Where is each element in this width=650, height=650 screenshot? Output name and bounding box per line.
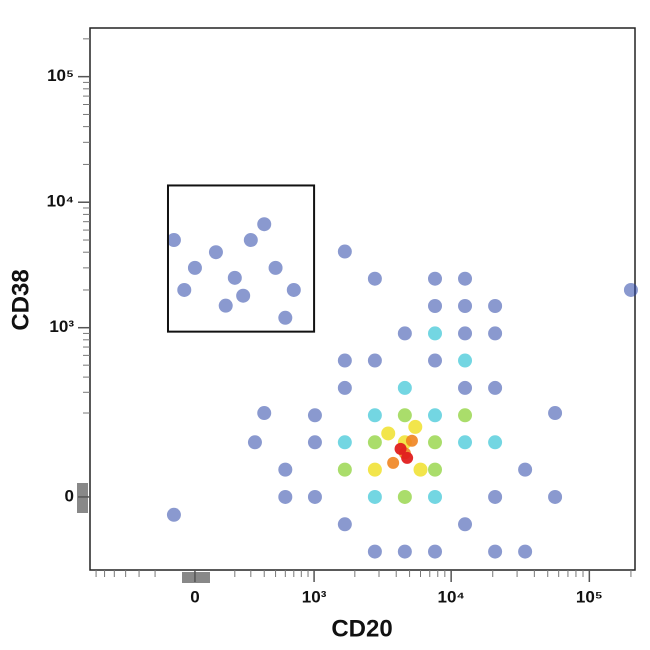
data-point — [247, 435, 262, 450]
data-point — [286, 282, 301, 297]
data-point — [208, 245, 223, 260]
data-point — [227, 270, 242, 285]
data-point — [458, 408, 473, 423]
data-point — [397, 408, 412, 423]
data-point — [428, 353, 443, 368]
data-point — [488, 544, 503, 559]
data-point — [548, 489, 563, 504]
data-point — [278, 310, 293, 325]
data-point — [278, 462, 293, 477]
data-point — [401, 451, 414, 464]
data-point — [337, 244, 352, 259]
data-point — [187, 260, 202, 275]
data-point — [367, 353, 382, 368]
data-point — [337, 435, 352, 450]
data-point — [428, 299, 443, 314]
data-point — [458, 326, 473, 341]
data-point — [488, 326, 503, 341]
data-point — [166, 507, 181, 522]
data-point — [397, 326, 412, 341]
data-point — [397, 544, 412, 559]
plot-frame — [89, 27, 636, 571]
data-point — [337, 380, 352, 395]
data-point — [488, 380, 503, 395]
data-point — [488, 435, 503, 450]
data-point — [337, 353, 352, 368]
data-point — [428, 271, 443, 286]
data-point — [367, 544, 382, 559]
data-point — [458, 299, 473, 314]
data-point — [367, 408, 382, 423]
data-point — [257, 217, 272, 232]
data-point — [488, 299, 503, 314]
data-point — [458, 380, 473, 395]
zero-marker — [182, 572, 210, 583]
data-point — [413, 462, 428, 477]
data-point — [397, 489, 412, 504]
x-tick-label: 10⁴ — [437, 587, 464, 606]
x-axis-title: CD20 — [331, 615, 392, 642]
y-tick-label: 10³ — [49, 317, 74, 336]
data-point — [337, 462, 352, 477]
data-point — [394, 442, 407, 455]
data-point — [458, 271, 473, 286]
data-point — [278, 489, 293, 504]
gate — [166, 184, 316, 333]
data-point — [367, 435, 382, 450]
data-point — [408, 419, 423, 434]
data-point — [397, 380, 412, 395]
data-point — [623, 282, 638, 297]
y-tick-label: 10⁴ — [47, 192, 74, 211]
data-point — [428, 435, 443, 450]
data-point — [488, 489, 503, 504]
data-point — [307, 489, 322, 504]
y-tick-label: 0 — [65, 486, 74, 505]
data-point — [428, 326, 443, 341]
data-point — [458, 435, 473, 450]
data-point — [166, 233, 181, 248]
data-point — [367, 271, 382, 286]
zero-marker — [77, 483, 88, 513]
data-point — [518, 462, 533, 477]
data-point — [307, 408, 322, 423]
data-point — [236, 288, 251, 303]
data-point — [367, 462, 382, 477]
data-point — [268, 260, 283, 275]
data-point — [428, 408, 443, 423]
data-point — [428, 489, 443, 504]
data-point — [218, 298, 233, 313]
data-point — [548, 406, 563, 421]
x-tick-label: 0 — [190, 587, 199, 606]
data-point — [177, 282, 192, 297]
data-point — [458, 517, 473, 532]
data-point — [428, 544, 443, 559]
data-point — [257, 406, 272, 421]
data-point — [458, 353, 473, 368]
data-point — [337, 517, 352, 532]
y-axis-title: CD38 — [7, 269, 34, 330]
data-point — [367, 489, 382, 504]
data-point — [387, 456, 400, 469]
data-point — [243, 233, 258, 248]
data-point — [405, 434, 418, 447]
data-point — [428, 462, 443, 477]
x-tick-label: 10³ — [302, 587, 327, 606]
y-tick-label: 10⁵ — [47, 66, 74, 85]
data-point — [307, 435, 322, 450]
data-point — [518, 544, 533, 559]
data-point — [381, 426, 396, 441]
x-tick-label: 10⁵ — [576, 587, 603, 606]
